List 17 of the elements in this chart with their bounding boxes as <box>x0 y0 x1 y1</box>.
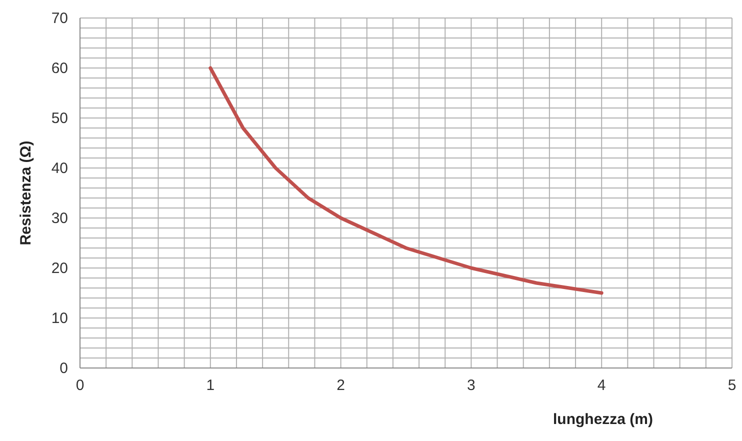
x-axis-title: lunghezza (m) <box>553 411 653 428</box>
y-tick-label: 30 <box>51 210 68 227</box>
y-tick-label: 0 <box>60 360 68 377</box>
y-tick-label: 70 <box>51 10 68 27</box>
y-tick-label: 40 <box>51 160 68 177</box>
line-series <box>208 66 604 295</box>
x-tick-label: 5 <box>728 377 736 394</box>
x-tick-label: 4 <box>597 377 606 394</box>
y-tick-label: 50 <box>51 110 68 127</box>
y-tick-label: 10 <box>51 310 68 327</box>
x-tick-label: 1 <box>206 377 215 394</box>
x-tick-label: 0 <box>76 377 84 394</box>
y-tick-label: 60 <box>51 60 68 77</box>
y-axis-title: Resistenza (Ω) <box>17 140 34 246</box>
x-tick-label: 2 <box>336 377 345 394</box>
x-tick-label: 3 <box>467 377 476 394</box>
y-tick-label: 20 <box>51 260 68 277</box>
